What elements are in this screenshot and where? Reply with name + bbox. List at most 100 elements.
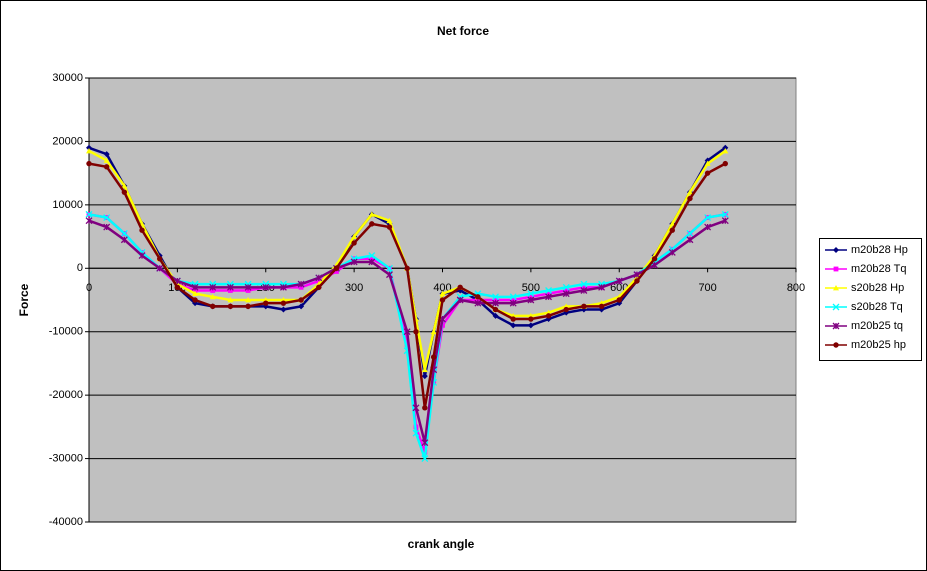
marker (412, 404, 420, 412)
marker (245, 297, 252, 303)
y-tick-label: 30000 (52, 72, 83, 84)
marker (412, 429, 420, 437)
marker (227, 297, 234, 303)
x-tick-label: 700 (698, 282, 716, 294)
x-axis-label: crank angle (408, 537, 475, 551)
marker (85, 210, 93, 218)
marker (527, 296, 535, 304)
y-tick-label: -40000 (49, 516, 83, 528)
marker (333, 265, 340, 271)
y-axis-label: Force (17, 283, 31, 316)
marker (245, 288, 251, 293)
marker (545, 313, 552, 319)
y-tick-label: 20000 (52, 135, 83, 147)
marker (421, 366, 428, 373)
marker (227, 303, 234, 310)
marker (439, 290, 446, 297)
marker (422, 405, 428, 411)
legend-label: m20b25 tq (851, 320, 903, 332)
marker (651, 256, 658, 262)
marker (475, 297, 481, 303)
marker (386, 217, 393, 224)
marker (721, 210, 729, 218)
marker (580, 280, 588, 288)
marker (279, 283, 287, 291)
y-tick-label: 10000 (52, 199, 83, 211)
marker (191, 283, 199, 291)
marker (280, 300, 287, 306)
legend-label: m20b25 hp (851, 339, 906, 351)
marker (457, 284, 463, 291)
marker (209, 283, 217, 291)
legend (819, 238, 922, 361)
marker (121, 189, 128, 195)
marker (510, 322, 517, 329)
marker (430, 328, 437, 335)
marker (386, 264, 393, 272)
marker (103, 164, 110, 170)
marker (298, 284, 304, 290)
marker (492, 306, 499, 313)
marker (615, 277, 623, 285)
marker (209, 293, 216, 300)
marker (545, 293, 553, 301)
marker (510, 297, 516, 303)
marker (351, 233, 358, 239)
marker (263, 300, 269, 306)
marker (493, 297, 498, 303)
legend-marker (833, 247, 839, 253)
marker (598, 283, 606, 291)
marker (316, 284, 322, 291)
marker (139, 227, 145, 233)
marker (226, 283, 234, 291)
marker (103, 151, 110, 158)
marker (157, 256, 163, 262)
marker (413, 329, 419, 335)
marker (404, 342, 410, 347)
marker (545, 287, 553, 294)
marker (121, 182, 128, 189)
marker (562, 283, 570, 291)
marker (686, 189, 693, 195)
legend-marker (833, 266, 839, 272)
marker (369, 221, 375, 227)
marker (668, 248, 676, 256)
y-tick-label: -30000 (49, 452, 83, 464)
marker (403, 328, 411, 336)
marker (581, 284, 587, 290)
marker (228, 288, 233, 293)
legend-marker (832, 303, 840, 311)
marker (527, 322, 534, 329)
marker (722, 160, 728, 167)
marker (280, 306, 287, 313)
marker (669, 220, 676, 227)
marker (509, 299, 517, 307)
marker (404, 265, 410, 271)
marker (315, 274, 323, 282)
marker (421, 373, 428, 380)
marker (86, 160, 92, 167)
x-tick-label: 0 (86, 282, 92, 294)
marker (563, 306, 569, 313)
marker (475, 294, 481, 300)
chart-title: Net force (437, 24, 489, 38)
x-tick-label: 300 (345, 282, 363, 294)
marker (492, 312, 499, 319)
marker (721, 217, 729, 225)
marker (368, 252, 376, 260)
legend-marker (833, 342, 839, 348)
marker (192, 290, 199, 297)
marker (634, 278, 640, 284)
marker (386, 271, 393, 279)
marker (421, 455, 429, 463)
marker (474, 299, 482, 307)
y-tick-label: -20000 (49, 389, 83, 401)
marker (492, 293, 499, 301)
legend-label: s20b28 Tq (851, 301, 903, 313)
marker (430, 354, 437, 360)
legend-marker (832, 322, 840, 330)
marker (722, 147, 729, 154)
marker (704, 160, 711, 167)
marker (722, 144, 729, 151)
marker (192, 288, 198, 293)
